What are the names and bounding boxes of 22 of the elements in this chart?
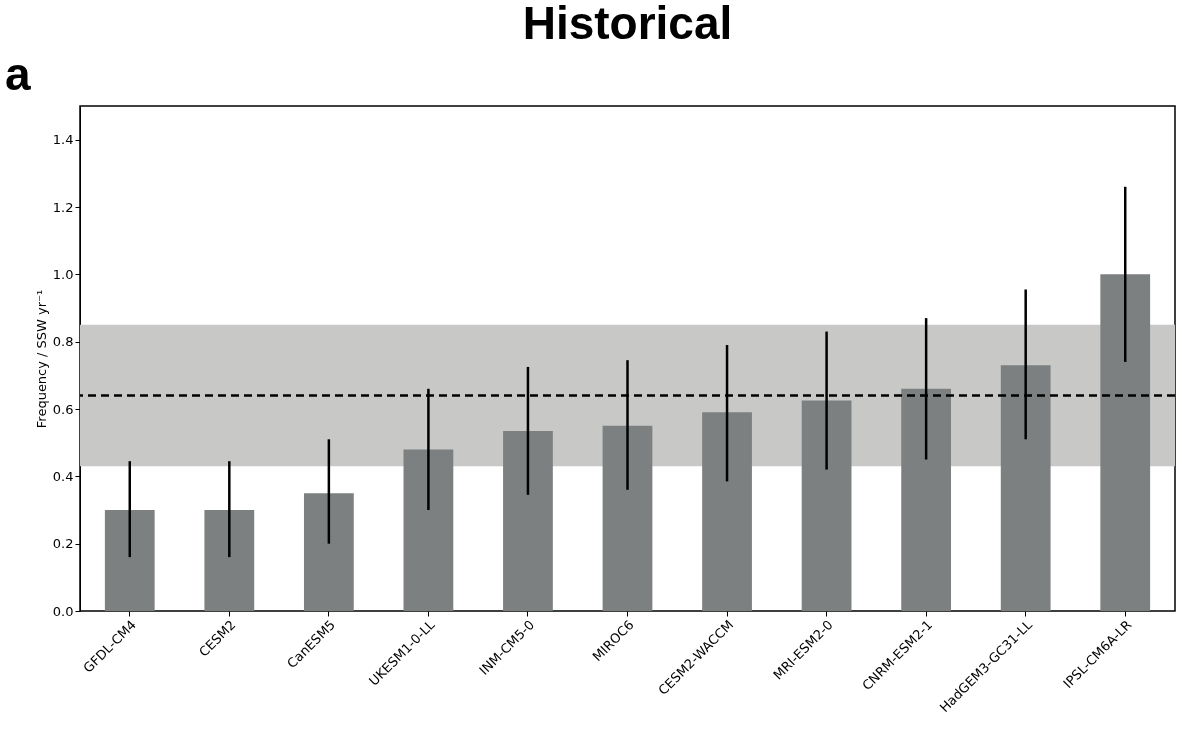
y-tick-label: 1.0 — [52, 266, 74, 282]
bar — [901, 388, 952, 611]
y-tick-label: 0.8 — [52, 334, 74, 350]
bar — [303, 493, 354, 611]
y-tick-label: 0.6 — [52, 401, 74, 417]
y-tick-label: 0.0 — [52, 603, 74, 619]
bar — [702, 412, 752, 611]
chart-title: Historical — [522, 0, 733, 49]
bar — [503, 430, 553, 611]
text: a — [5, 48, 31, 100]
bar — [801, 400, 852, 611]
bar — [403, 449, 454, 611]
y-tick-label: 1.2 — [52, 199, 74, 215]
y-tick-label: 1.4 — [52, 132, 74, 148]
y-axis-title: Frequency / SSW yr⁻¹ — [33, 289, 49, 429]
bar — [602, 425, 653, 611]
bar — [1000, 365, 1051, 611]
bar — [1100, 274, 1151, 611]
bar — [204, 510, 255, 611]
y-tick-label: 0.4 — [52, 468, 74, 484]
bar — [104, 510, 155, 611]
y-tick-label: 0.2 — [52, 536, 74, 552]
